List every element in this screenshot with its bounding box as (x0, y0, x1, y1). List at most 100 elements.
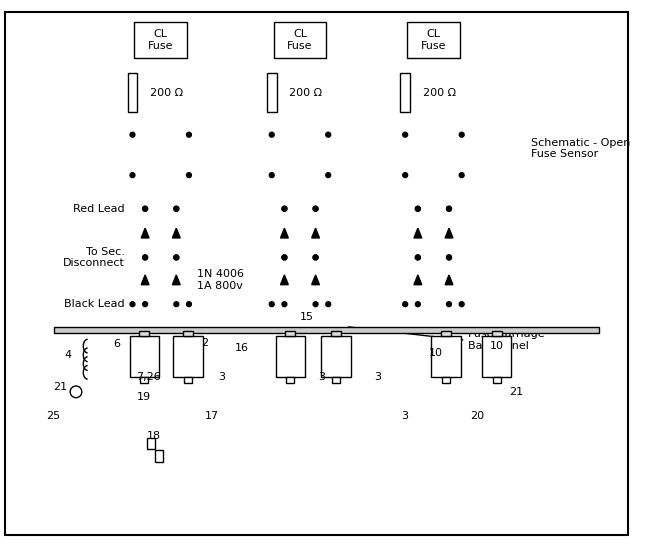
Polygon shape (172, 275, 180, 284)
Circle shape (326, 302, 331, 307)
Text: 16: 16 (235, 343, 248, 353)
Bar (492, 331, 502, 336)
Circle shape (269, 302, 274, 307)
Polygon shape (414, 275, 422, 284)
Bar (331, 331, 341, 336)
Text: 20: 20 (470, 411, 484, 421)
Circle shape (415, 302, 421, 307)
Circle shape (282, 206, 287, 211)
Polygon shape (281, 275, 289, 284)
Circle shape (187, 302, 191, 307)
Circle shape (174, 255, 179, 260)
Circle shape (187, 173, 191, 178)
Bar (184, 377, 192, 383)
Bar (53, 327, 599, 334)
Circle shape (313, 206, 318, 211)
Circle shape (447, 206, 452, 211)
Circle shape (130, 173, 135, 178)
Circle shape (187, 132, 191, 137)
Circle shape (313, 302, 318, 307)
Bar (174, 336, 203, 377)
Circle shape (174, 206, 179, 211)
Bar (432, 336, 461, 377)
Bar (321, 336, 350, 377)
Text: 17: 17 (205, 411, 220, 421)
Bar (276, 336, 305, 377)
Circle shape (282, 302, 287, 307)
Circle shape (447, 206, 452, 211)
Text: 3: 3 (318, 372, 325, 382)
Circle shape (269, 132, 274, 137)
Text: Fuse Carriage
Back Panel: Fuse Carriage Back Panel (467, 329, 544, 351)
Text: 7,26: 7,26 (136, 372, 161, 382)
Bar (287, 377, 294, 383)
Text: Black Lead: Black Lead (64, 299, 125, 309)
Circle shape (415, 206, 421, 211)
Bar (400, 73, 410, 112)
Circle shape (447, 255, 452, 260)
Circle shape (130, 302, 135, 307)
Polygon shape (281, 228, 289, 238)
Bar (441, 331, 451, 336)
Circle shape (174, 302, 179, 307)
Text: 18: 18 (147, 430, 161, 441)
Circle shape (460, 173, 464, 178)
Circle shape (269, 173, 274, 178)
Text: CL
Fuse: CL Fuse (421, 29, 446, 50)
Bar (285, 331, 295, 336)
Polygon shape (445, 228, 453, 238)
Text: 21: 21 (53, 382, 68, 392)
Circle shape (415, 206, 421, 211)
Circle shape (447, 255, 452, 260)
Text: CL
Fuse: CL Fuse (287, 29, 313, 50)
Polygon shape (312, 228, 319, 238)
Circle shape (282, 206, 287, 211)
Polygon shape (141, 228, 149, 238)
Text: 21: 21 (509, 387, 523, 397)
Polygon shape (445, 275, 453, 284)
Circle shape (403, 302, 408, 307)
Text: 4: 4 (64, 350, 72, 360)
Bar (135, 22, 187, 58)
Bar (155, 450, 162, 462)
Bar (274, 22, 326, 58)
Bar (332, 377, 340, 383)
Bar (482, 336, 512, 377)
Bar (493, 377, 500, 383)
Circle shape (174, 206, 179, 211)
Bar (183, 331, 193, 336)
Bar (129, 336, 159, 377)
Bar (267, 73, 277, 112)
Text: 200 Ω: 200 Ω (422, 88, 456, 98)
Text: 25: 25 (47, 411, 60, 421)
Text: 19: 19 (137, 392, 151, 401)
Bar (127, 73, 137, 112)
Text: 3: 3 (374, 372, 382, 382)
Text: Red Lead: Red Lead (73, 203, 125, 214)
Text: 6: 6 (113, 339, 120, 349)
Bar (140, 377, 148, 383)
Text: CL
Fuse: CL Fuse (148, 29, 174, 50)
Text: To Sec.
Disconnect: To Sec. Disconnect (63, 247, 125, 268)
Bar (442, 377, 450, 383)
Circle shape (326, 173, 331, 178)
Circle shape (313, 206, 318, 211)
Text: 1N 4006
1A 800v: 1N 4006 1A 800v (197, 269, 244, 290)
Circle shape (143, 255, 148, 260)
Circle shape (313, 255, 318, 260)
Text: 200 Ω: 200 Ω (150, 88, 183, 98)
Circle shape (143, 206, 148, 211)
Circle shape (313, 255, 318, 260)
Circle shape (143, 255, 148, 260)
Polygon shape (312, 275, 319, 284)
Circle shape (415, 255, 421, 260)
Circle shape (282, 255, 287, 260)
Text: 3: 3 (400, 411, 408, 421)
Circle shape (415, 255, 421, 260)
Text: 3: 3 (218, 372, 226, 382)
Circle shape (174, 255, 179, 260)
Text: Schematic - Open
Fuse Sensor: Schematic - Open Fuse Sensor (531, 137, 630, 159)
Bar (139, 331, 149, 336)
Text: 10: 10 (489, 341, 504, 351)
Circle shape (447, 302, 452, 307)
